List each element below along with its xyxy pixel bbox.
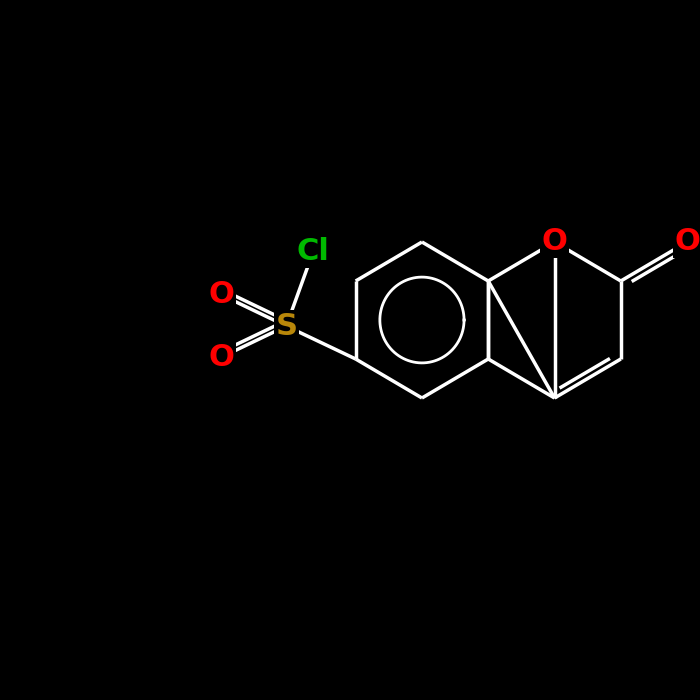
Text: S: S — [275, 312, 298, 340]
Text: O: O — [209, 343, 235, 372]
Text: O: O — [209, 280, 235, 309]
Text: O: O — [542, 228, 568, 256]
Text: O: O — [674, 228, 700, 256]
Text: Cl: Cl — [297, 237, 330, 267]
